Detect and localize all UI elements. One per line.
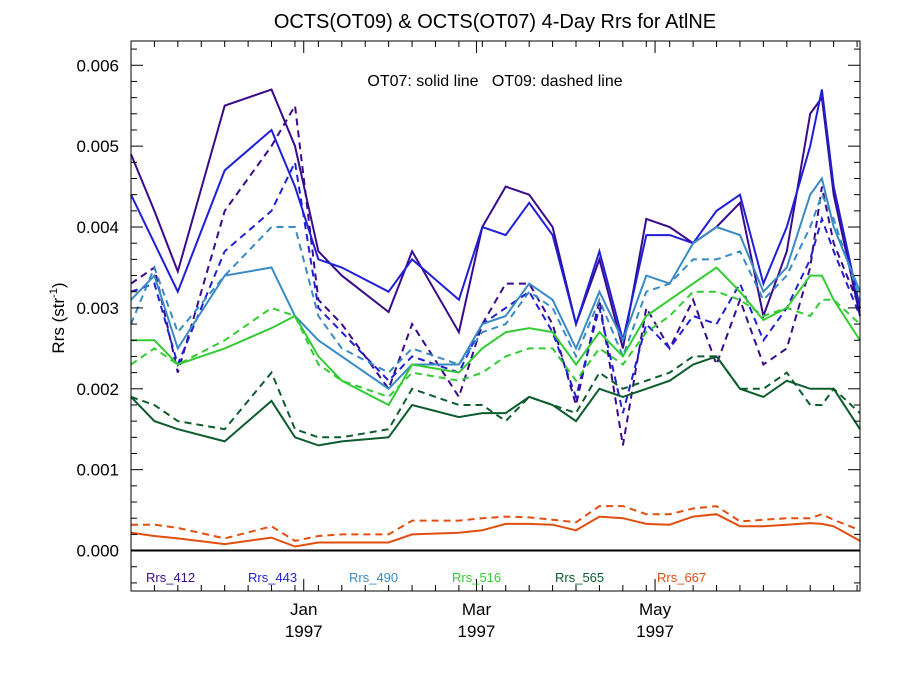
plot-area: 0.000 0.001 0.002 0.003 0.004 0.005 0.006 Jan 19…	[76, 40, 861, 641]
x-tick-label-year: 1997	[458, 622, 496, 641]
x-tick-label-year: 1997	[285, 622, 323, 641]
legend-entry-rrs-667: Rrs_667	[657, 570, 706, 585]
y-axis-label: Rrs (str-1)	[48, 282, 68, 353]
series-line-rrs-667-ot07	[130, 513, 861, 548]
y-tick-label: 0.003	[76, 299, 119, 318]
y-tick-label: 0.005	[76, 137, 119, 156]
legend-entry-rrs-565: Rrs_565	[555, 570, 604, 585]
y-axis-label-sup: -1	[48, 288, 60, 298]
y-tick-label: 0.004	[76, 218, 119, 237]
series-line-rrs-443-ot07	[130, 89, 861, 341]
series-line-rrs-412-ot07	[130, 88, 861, 349]
x-tick-label-year: 1997	[636, 622, 674, 641]
series-line-rrs-667-ot09	[131, 505, 861, 542]
x-tick-label-month: May	[639, 600, 672, 619]
legend-entry-rrs-412: Rrs_412	[146, 570, 195, 585]
line-style-annotation: OT07: solid line OT09: dashed line	[367, 73, 622, 90]
y-tick-label: 0.002	[76, 380, 119, 399]
series-line-rrs-490-ot07	[130, 176, 861, 391]
series-line-rrs-443-ot09	[130, 159, 861, 414]
x-tick-label-month: Jan	[290, 600, 317, 619]
y-tick-label: 0.006	[76, 56, 119, 75]
legend-entry-rrs-516: Rrs_516	[452, 570, 501, 585]
plot-frame	[130, 40, 861, 592]
y-axis-label-main: Rrs (str	[49, 298, 68, 354]
chart-title: OCTS(OT09) & OCTS(OT07) 4-Day Rrs for At…	[274, 11, 716, 33]
legend-entry-rrs-490: Rrs_490	[349, 570, 398, 585]
y-axis-label-end: )	[49, 282, 68, 288]
legend-entry-rrs-443: Rrs_443	[248, 570, 297, 585]
series-line-rrs-490-ot09	[130, 192, 861, 374]
series-line-rrs-516-ot09	[130, 290, 861, 399]
series-line-rrs-565-ot09	[130, 355, 861, 439]
series-line-rrs-516-ot07	[131, 266, 861, 407]
y-tick-label: 0.001	[76, 461, 119, 480]
x-tick-label-month: Mar	[462, 600, 492, 619]
y-tick-label: 0.000	[76, 542, 119, 561]
series-line-rrs-412-ot09	[130, 102, 861, 446]
series-line-rrs-565-ot07	[130, 355, 861, 447]
